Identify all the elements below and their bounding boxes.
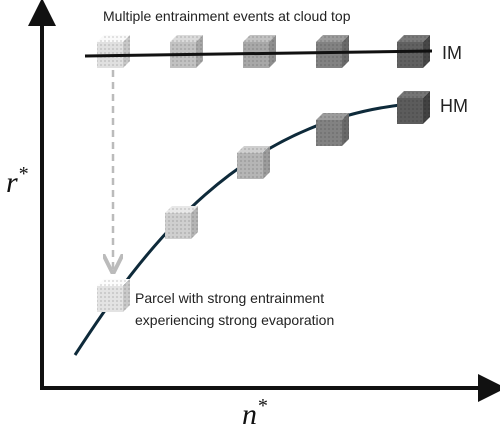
y-sup: * <box>18 163 28 185</box>
cube-face <box>269 35 276 68</box>
x-axis-label: n* <box>242 395 267 431</box>
cube-face <box>237 153 263 179</box>
cube-face <box>316 120 342 146</box>
cube-face <box>170 35 203 42</box>
cube-face <box>97 279 130 286</box>
cube-face <box>237 146 270 153</box>
cube-face <box>123 279 130 312</box>
hm-label: HM <box>440 96 468 116</box>
cube-face <box>165 213 191 239</box>
cube-face <box>423 91 430 124</box>
cube-face <box>316 113 349 120</box>
annotation-line: experiencing strong evaporation <box>135 312 334 328</box>
y-symbol: r <box>6 166 18 199</box>
cube-face <box>191 206 198 239</box>
cube-face <box>316 35 349 42</box>
cube-face <box>97 286 123 312</box>
cube-face <box>316 42 342 68</box>
x-symbol: n <box>242 398 257 431</box>
im-label: IM <box>442 43 462 63</box>
cube-face <box>97 35 130 42</box>
cube-face <box>397 91 430 98</box>
cube-face <box>397 98 423 124</box>
cube-face <box>196 35 203 68</box>
cube-face <box>397 42 423 68</box>
annotation-line: Parcel with strong entrainment <box>135 290 324 306</box>
cube-face <box>243 35 276 42</box>
cube-face <box>165 206 198 213</box>
cube-face <box>263 146 270 179</box>
x-sup: * <box>257 395 267 417</box>
title: Multiple entrainment events at cloud top <box>103 8 351 24</box>
cube-face <box>397 35 430 42</box>
cube-face <box>123 35 130 68</box>
im-line <box>84 49 433 58</box>
hm-curve <box>73 101 426 356</box>
cube-face <box>342 113 349 146</box>
y-axis-label: r* <box>6 163 28 199</box>
